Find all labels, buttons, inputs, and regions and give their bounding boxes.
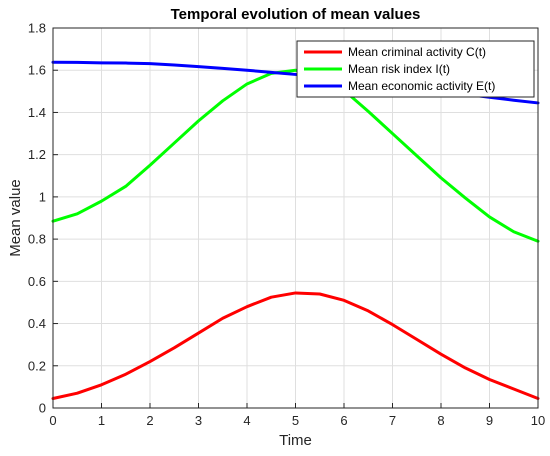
x-tick-label: 3: [195, 413, 202, 428]
x-tick-label: 1: [98, 413, 105, 428]
y-tick-label: 1.4: [28, 105, 46, 120]
x-tick-label: 2: [146, 413, 153, 428]
x-tick-label: 0: [49, 413, 56, 428]
y-tick-label: 0.4: [28, 316, 46, 331]
y-axis-label: Mean value: [7, 179, 24, 257]
y-tick-label: 0.2: [28, 358, 46, 373]
x-tick-label: 7: [389, 413, 396, 428]
y-tick-label: 0.8: [28, 232, 46, 247]
series-line-1: [51, 291, 540, 400]
legend: Mean criminal activity C(t) Mean risk ind…: [296, 40, 535, 98]
x-tick-label: 4: [243, 413, 250, 428]
axis-ticks: 0 1 2 3 4 5 6 7 8 9 10 0 0.2 0.4 0.6 0.8 1 1.2 1.4 1.6 1.8: [28, 21, 545, 429]
legend-entry-3: Mean economic activity E(t): [348, 79, 495, 93]
legend-entry-2: Mean risk index I(t): [348, 62, 450, 76]
y-tick-label: 1.2: [28, 147, 46, 162]
x-axis-label: Time: [279, 432, 312, 449]
y-tick-label: 1.6: [28, 63, 46, 78]
x-tick-label: 9: [486, 413, 493, 428]
x-tick-label: 10: [531, 413, 545, 428]
y-tick-label: 1.8: [28, 21, 46, 36]
legend-entry-1: Mean criminal activity C(t): [348, 45, 486, 59]
series-line-2: [51, 68, 540, 243]
chart-title: Temporal evolution of mean values: [171, 6, 421, 23]
x-tick-label: 5: [292, 413, 299, 428]
x-tick-label: 6: [340, 413, 347, 428]
x-tick-label: 8: [437, 413, 444, 428]
y-tick-label: 0: [39, 401, 46, 416]
y-tick-label: 1: [39, 189, 46, 204]
y-tick-label: 0.6: [28, 274, 46, 289]
